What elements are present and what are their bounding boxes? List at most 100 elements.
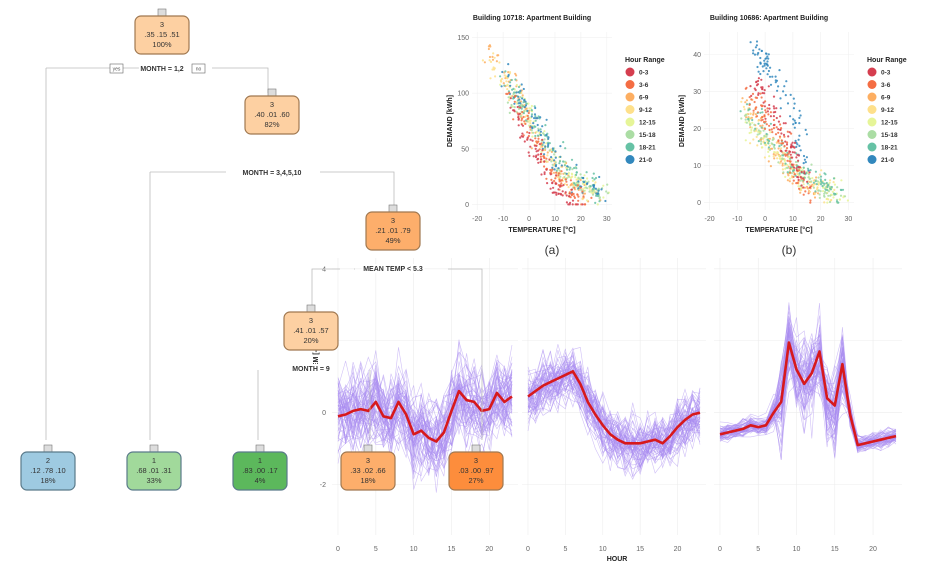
data-point bbox=[795, 169, 799, 172]
data-point bbox=[772, 105, 775, 108]
data-point bbox=[555, 174, 558, 177]
data-point bbox=[545, 168, 548, 171]
data-point bbox=[533, 113, 537, 116]
data-point bbox=[539, 134, 543, 137]
data-point bbox=[761, 91, 764, 95]
data-point bbox=[580, 188, 583, 191]
member-line bbox=[337, 371, 513, 458]
legend-label: 21-0 bbox=[639, 157, 652, 164]
data-point bbox=[751, 121, 754, 124]
x-tick-label: 10 bbox=[410, 546, 418, 553]
data-point bbox=[489, 77, 492, 80]
data-point bbox=[529, 145, 532, 148]
data-point bbox=[832, 196, 835, 199]
data-point bbox=[812, 179, 815, 182]
data-point bbox=[814, 190, 817, 193]
data-point bbox=[828, 181, 831, 184]
data-point bbox=[788, 155, 791, 158]
data-point bbox=[602, 196, 605, 199]
node-percent: 100% bbox=[152, 40, 172, 49]
data-point bbox=[776, 157, 779, 160]
data-point bbox=[503, 84, 506, 87]
data-point bbox=[581, 203, 584, 206]
data-point bbox=[808, 186, 812, 189]
data-point bbox=[760, 49, 763, 53]
data-point bbox=[600, 188, 603, 191]
data-point bbox=[768, 148, 772, 151]
node-box bbox=[365, 211, 421, 251]
data-point bbox=[843, 195, 847, 198]
data-point bbox=[513, 95, 517, 98]
data-point bbox=[535, 154, 538, 157]
data-point bbox=[779, 115, 782, 118]
data-point bbox=[533, 117, 536, 120]
data-point bbox=[779, 97, 782, 100]
data-point bbox=[769, 131, 772, 134]
data-point bbox=[781, 142, 784, 145]
data-point bbox=[741, 97, 744, 100]
data-point bbox=[530, 129, 533, 132]
data-point bbox=[789, 171, 792, 174]
data-point bbox=[502, 82, 505, 85]
legend-label: 0-3 bbox=[881, 70, 891, 77]
data-point bbox=[524, 104, 528, 107]
data-point bbox=[796, 175, 799, 179]
data-point bbox=[815, 183, 818, 186]
data-point bbox=[794, 160, 798, 164]
data-point bbox=[508, 91, 511, 94]
data-point bbox=[531, 126, 534, 129]
x-tick-label: -20 bbox=[704, 216, 714, 223]
data-point bbox=[535, 150, 538, 153]
node-number-tab bbox=[306, 304, 316, 313]
data-point bbox=[784, 153, 787, 156]
data-point bbox=[527, 151, 530, 154]
data-point bbox=[798, 122, 801, 125]
data-point bbox=[759, 111, 762, 114]
data-point bbox=[524, 119, 528, 122]
data-point bbox=[579, 178, 582, 182]
data-point bbox=[565, 180, 568, 183]
data-point bbox=[822, 182, 825, 185]
data-point bbox=[792, 175, 795, 178]
data-point bbox=[825, 192, 828, 195]
data-point bbox=[544, 145, 547, 148]
data-point bbox=[513, 100, 516, 103]
y-axis-label: DEMAND [kWh] bbox=[679, 95, 686, 147]
data-point bbox=[543, 172, 546, 176]
data-point bbox=[568, 168, 571, 171]
data-point bbox=[526, 138, 529, 141]
data-point bbox=[752, 49, 755, 52]
data-point bbox=[763, 62, 766, 65]
data-point bbox=[517, 116, 520, 119]
x-tick-label: 15 bbox=[636, 546, 644, 553]
data-point bbox=[523, 120, 526, 123]
data-point bbox=[520, 123, 523, 126]
data-point bbox=[764, 57, 767, 60]
data-point bbox=[519, 96, 522, 99]
data-point bbox=[786, 163, 789, 167]
data-point bbox=[749, 112, 752, 116]
data-point bbox=[524, 122, 527, 125]
data-point bbox=[553, 168, 556, 171]
data-point bbox=[826, 189, 829, 192]
data-point bbox=[780, 150, 783, 153]
data-point bbox=[546, 182, 549, 185]
legend-label: 15-18 bbox=[639, 132, 656, 139]
data-point bbox=[829, 179, 832, 182]
data-point bbox=[763, 127, 767, 130]
data-point bbox=[823, 195, 826, 198]
data-point bbox=[740, 117, 743, 120]
data-point bbox=[511, 95, 514, 98]
data-point bbox=[763, 156, 767, 159]
data-point bbox=[777, 140, 780, 143]
data-point bbox=[763, 141, 767, 144]
data-point bbox=[509, 97, 512, 100]
data-point bbox=[809, 199, 812, 202]
data-point bbox=[748, 131, 751, 135]
data-point bbox=[548, 149, 551, 152]
data-point bbox=[523, 99, 526, 102]
data-point bbox=[794, 139, 797, 142]
data-point bbox=[492, 52, 495, 55]
data-point bbox=[745, 86, 748, 89]
